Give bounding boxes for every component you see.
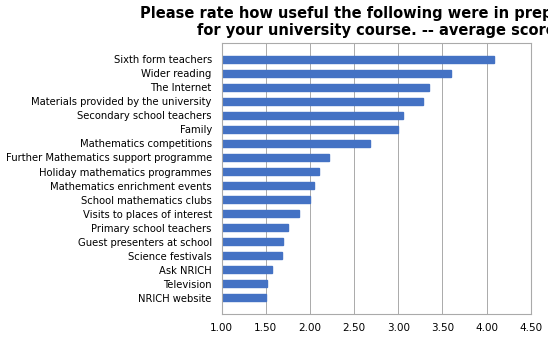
Bar xyxy=(221,252,282,259)
Bar xyxy=(221,224,288,232)
Bar xyxy=(221,69,452,77)
Bar xyxy=(221,84,429,91)
Bar xyxy=(221,98,423,105)
Bar xyxy=(221,126,398,133)
Bar xyxy=(221,154,329,161)
Bar xyxy=(221,140,370,147)
Title: Please rate how useful the following were in preparation
for your university cou: Please rate how useful the following wer… xyxy=(140,5,548,38)
Bar xyxy=(221,280,267,287)
Bar xyxy=(221,266,272,274)
Bar xyxy=(221,168,319,175)
Bar xyxy=(221,294,266,301)
Bar xyxy=(221,112,403,119)
Bar xyxy=(221,196,310,203)
Bar xyxy=(221,182,315,190)
Bar xyxy=(221,210,299,217)
Bar xyxy=(221,56,494,63)
Bar xyxy=(221,238,283,245)
